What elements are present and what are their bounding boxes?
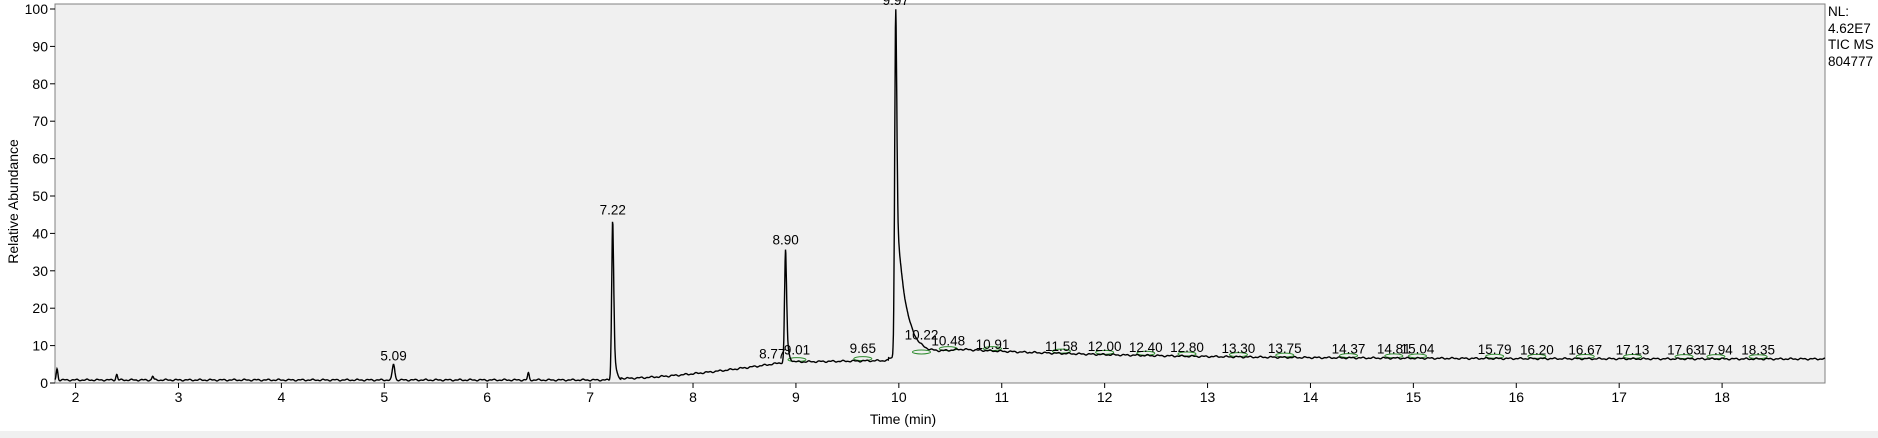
x-tick-label: 17 bbox=[1611, 389, 1627, 405]
peak-label: 15.79 bbox=[1478, 342, 1512, 357]
y-tick-label: 100 bbox=[25, 1, 49, 17]
peak-label: 10.91 bbox=[976, 337, 1010, 352]
y-tick-label: 50 bbox=[32, 188, 48, 204]
peak-label: 5.09 bbox=[380, 348, 406, 363]
peak-label: 10.22 bbox=[905, 328, 939, 343]
peak-label: 9.65 bbox=[850, 341, 876, 356]
scan-type: TIC MS bbox=[1828, 37, 1874, 52]
integration-marker bbox=[1051, 348, 1071, 354]
peak-label: 7.22 bbox=[600, 202, 626, 217]
integration-marker bbox=[1674, 354, 1694, 360]
nl-value: 4.62E7 bbox=[1828, 20, 1871, 36]
y-tick-label: 60 bbox=[32, 151, 48, 167]
plot-area bbox=[54, 3, 1826, 384]
peak-label: 14.81 bbox=[1377, 342, 1411, 357]
peak-label: 16.67 bbox=[1568, 343, 1602, 358]
peak-label: 18.35 bbox=[1741, 343, 1775, 358]
peak-label: 15.04 bbox=[1401, 342, 1435, 357]
peak-label: 13.30 bbox=[1222, 341, 1256, 356]
peak-label: 16.20 bbox=[1520, 343, 1554, 358]
x-tick-label: 7 bbox=[586, 389, 594, 405]
x-tick-label: 8 bbox=[689, 389, 697, 405]
integration-marker bbox=[911, 349, 931, 355]
peak-label: 9.01 bbox=[784, 343, 810, 358]
nl-label: NL: bbox=[1828, 4, 1850, 19]
x-axis-label: Time (min) bbox=[870, 411, 936, 427]
peak-label: 17.63 bbox=[1667, 343, 1701, 358]
x-tick-label: 3 bbox=[175, 389, 183, 405]
tic-trace-line bbox=[54, 9, 1826, 382]
x-tick-label: 9 bbox=[792, 389, 800, 405]
peak-label: 13.75 bbox=[1268, 341, 1302, 356]
x-tick-label: 4 bbox=[277, 389, 285, 405]
peak-label: 10.48 bbox=[931, 333, 965, 348]
x-tick-label: 11 bbox=[994, 389, 1009, 405]
y-tick-label: 20 bbox=[32, 300, 48, 316]
peak-label: 17.94 bbox=[1699, 343, 1733, 358]
y-tick-label: 30 bbox=[32, 263, 48, 279]
x-tick-label: 16 bbox=[1508, 389, 1524, 405]
peak-label: 8.77 bbox=[759, 346, 785, 361]
y-tick-label: 40 bbox=[32, 225, 48, 241]
integration-marker bbox=[1527, 353, 1547, 359]
peak-label: 12.40 bbox=[1129, 340, 1163, 355]
file-id: 804777 bbox=[1828, 53, 1874, 69]
y-tick-label: 90 bbox=[32, 38, 48, 54]
x-tick-label: 6 bbox=[483, 389, 491, 405]
peak-label: 8.90 bbox=[772, 232, 798, 247]
x-tick-label: 13 bbox=[1200, 389, 1216, 405]
y-tick-label: 0 bbox=[40, 375, 48, 391]
x-tick-label: 18 bbox=[1714, 389, 1730, 405]
x-tick-label: 15 bbox=[1406, 389, 1422, 405]
peak-label: 12.00 bbox=[1088, 339, 1122, 354]
bottom-strip bbox=[0, 431, 1878, 438]
x-tick-label: 5 bbox=[380, 389, 388, 405]
axes: 2 3 4 5 6 7 8 9 10 11 12 13 14 15 16 17 18 0 10 20 30 40 50 60 7… bbox=[25, 1, 1730, 405]
y-tick-label: 80 bbox=[32, 76, 48, 92]
y-axis-label: Relative Abundance bbox=[5, 139, 21, 264]
x-tick-label: 2 bbox=[72, 389, 80, 405]
peak-label: 14.37 bbox=[1332, 342, 1366, 357]
y-tick-label: 10 bbox=[32, 338, 48, 354]
peak-label: 17.13 bbox=[1616, 343, 1650, 358]
header-info-panel: NL: 4.62E7 TIC MS 804777 bbox=[1828, 4, 1878, 70]
peak-label: 11.58 bbox=[1045, 339, 1078, 354]
x-tick-label: 10 bbox=[891, 389, 907, 405]
y-tick-label: 70 bbox=[32, 113, 48, 129]
x-tick-label: 12 bbox=[1097, 389, 1113, 405]
x-tick-label: 14 bbox=[1303, 389, 1319, 405]
peak-label: 9.97 bbox=[883, 0, 909, 8]
peak-label: 12.80 bbox=[1170, 340, 1204, 355]
